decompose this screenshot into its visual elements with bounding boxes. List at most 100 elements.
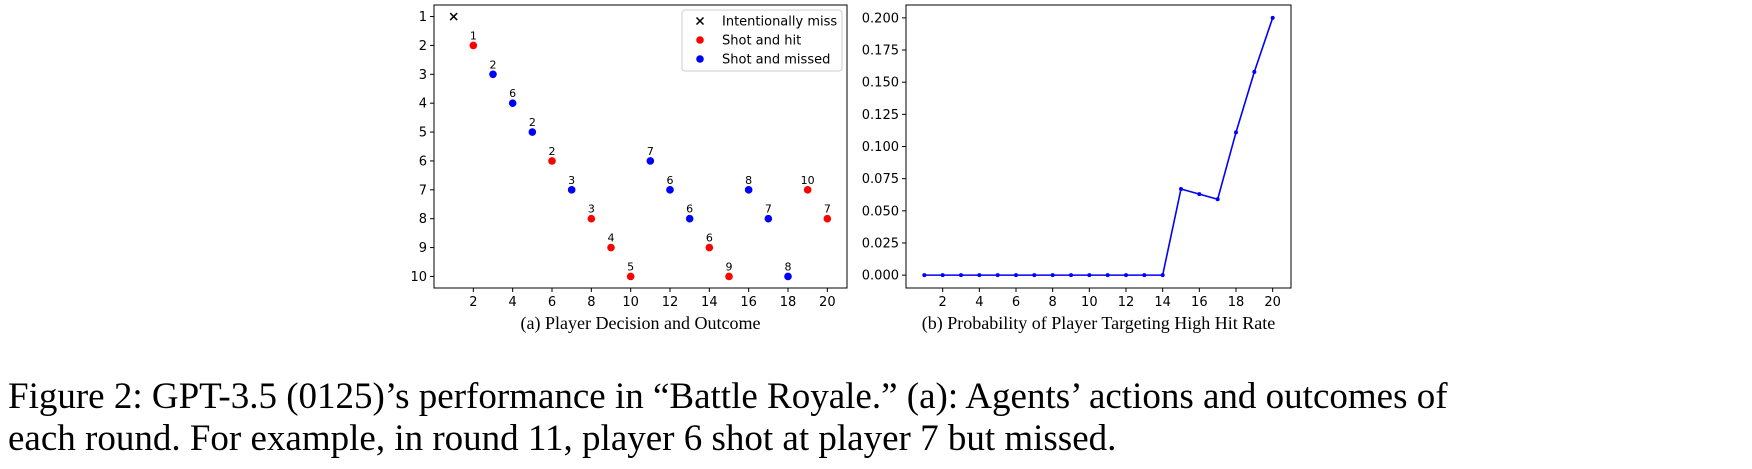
probability-line	[924, 17, 1274, 276]
x-tick-label: 18	[780, 295, 797, 310]
y-tick-label: 0.100	[862, 140, 899, 155]
figure-canvas: 2 4 6 8 10 12 14 16 18 20123456789101234569107262…	[410, 4, 1292, 334]
y-tick-label: 0.200	[862, 11, 899, 26]
shot-missed-point	[528, 128, 537, 136]
point-target-label: 1	[470, 29, 477, 42]
point-target-label: 5	[627, 260, 634, 273]
legend-dot-marker	[696, 36, 704, 44]
x-tick-label: 16	[740, 295, 757, 310]
point-target-label: 9	[726, 260, 733, 273]
y-tick-label: 6	[419, 154, 427, 169]
shot-missed-point	[685, 214, 694, 223]
point-target-label: 7	[647, 145, 654, 158]
plot-frame	[433, 4, 848, 289]
shot-hit-point	[803, 186, 812, 194]
point-target-label: 6	[686, 203, 693, 216]
probability-point	[1252, 69, 1257, 74]
x-tick-label: 16	[1191, 295, 1208, 310]
point-target-label: 10	[801, 174, 815, 187]
probability-point	[959, 273, 963, 278]
y-tick-label: 3	[419, 68, 427, 83]
probability-point	[995, 273, 1000, 278]
plot-frame	[905, 4, 1292, 289]
x-tick-label: 14	[701, 295, 718, 310]
y-tick-label: 0.000	[862, 269, 899, 284]
y-tick-label: 0.075	[862, 172, 899, 187]
shot-hit-point	[469, 41, 478, 50]
probability-point	[1270, 15, 1275, 20]
shot-hit-point	[626, 272, 635, 281]
legend: Intentionally miss Shot and hit Shot and m…	[681, 9, 843, 72]
x-tick-label: 10	[1081, 295, 1098, 310]
legend-entry-label: Intentionally miss	[722, 15, 837, 30]
figure-caption: Figure 2: GPT-3.5 (0125)’s performance i…	[8, 376, 1748, 460]
probability-point	[1014, 273, 1018, 278]
shot-missed-point	[508, 99, 517, 107]
point-target-label: 3	[568, 174, 575, 187]
legend-entry-label: Shot and missed	[722, 53, 830, 68]
shot-missed-point	[646, 157, 655, 165]
shot-missed-point	[764, 214, 773, 223]
probability-point	[1234, 130, 1238, 135]
y-tick-label: 4	[419, 97, 427, 112]
probability-point	[1160, 273, 1165, 278]
probability-point	[1032, 273, 1037, 278]
shot-missed-point	[744, 186, 753, 194]
probability-point	[1124, 273, 1128, 278]
x-tick-label: 10	[622, 295, 639, 310]
probability-point	[1069, 273, 1073, 278]
probability-point	[1105, 273, 1110, 278]
y-tick-label: 2	[419, 39, 427, 54]
x-tick-label: 8	[587, 295, 595, 310]
point-target-label: 6	[706, 232, 713, 245]
y-tick-label: 7	[419, 183, 427, 198]
probability-point	[977, 273, 982, 278]
point-target-label: 6	[667, 174, 674, 187]
y-tick-label: 0.150	[862, 76, 899, 91]
y-tick-label: 0.175	[862, 44, 899, 59]
caption-line-2: each round. For example, in round 11, pl…	[8, 418, 1117, 459]
y-tick-label: 8	[419, 212, 427, 227]
probability-point	[1142, 273, 1147, 278]
y-tick-label: 10	[410, 270, 427, 285]
x-tick-label: 2	[939, 295, 947, 310]
shot-missed-point	[784, 272, 792, 281]
x-tick-label: 20	[1264, 295, 1281, 310]
y-tick-label: 0.025	[862, 236, 899, 251]
probability-point	[1050, 273, 1055, 278]
point-target-label: 7	[765, 203, 772, 216]
shot-hit-point	[587, 214, 596, 223]
x-tick-label: 2	[469, 295, 477, 310]
probability-point	[1215, 197, 1220, 202]
legend-dot-marker	[696, 55, 704, 63]
point-target-label: 8	[785, 260, 792, 273]
point-target-label: 4	[608, 232, 615, 245]
shot-hit-point	[823, 214, 832, 223]
legend-entry-label: Shot and hit	[722, 34, 801, 49]
point-target-label: 2	[529, 116, 536, 129]
legend-box	[681, 9, 843, 72]
shot-missed-point	[666, 186, 674, 194]
legend-x-marker	[695, 16, 705, 26]
x-tick-label: 6	[1012, 295, 1020, 310]
x-tick-label: 4	[509, 295, 517, 310]
x-tick-label: 20	[819, 295, 836, 310]
probability-point	[1179, 186, 1183, 191]
y-tick-label: 0.125	[862, 108, 899, 123]
x-tick-label: 4	[975, 295, 983, 310]
point-target-label: 7	[824, 203, 831, 216]
x-tick-label: 12	[1118, 295, 1135, 310]
y-tick-label: 0.050	[862, 204, 899, 219]
shot-hit-point	[548, 157, 556, 165]
chart-targeting-probability: 2 4 6 8 10 12 14 16 18 20 0.000 0.025 0.050 0.075 0.10…	[862, 4, 1292, 334]
subcaption-a: (a) Player Decision and Outcome	[521, 313, 761, 334]
point-target-label: 2	[549, 145, 556, 158]
x-tick-label: 8	[1049, 295, 1057, 310]
chart-player-decision: 2 4 6 8 10 12 14 16 18 20123456789101234569107262…	[410, 4, 848, 334]
subcaption-b: (b) Probability of Player Targeting High…	[922, 313, 1276, 334]
y-tick-label: 5	[419, 126, 427, 141]
x-tick-label: 12	[662, 295, 679, 310]
shot-hit-point	[705, 243, 714, 252]
probability-point	[922, 273, 927, 278]
probability-point	[1087, 273, 1092, 278]
